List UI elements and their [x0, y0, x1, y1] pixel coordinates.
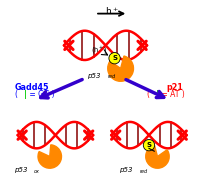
- Text: (h$^+$): (h$^+$): [91, 44, 108, 56]
- Wedge shape: [38, 145, 61, 168]
- Text: h$^+$: h$^+$: [105, 5, 119, 17]
- Text: S: S: [112, 55, 117, 61]
- Text: = AT ): = AT ): [159, 90, 185, 99]
- Text: p53: p53: [119, 167, 133, 174]
- Circle shape: [109, 53, 120, 64]
- Text: = GC ): = GC ): [27, 90, 55, 99]
- Text: |: |: [24, 90, 27, 99]
- Text: (: (: [147, 90, 153, 99]
- Text: |: |: [156, 90, 159, 99]
- Text: S: S: [146, 142, 151, 148]
- Text: p21: p21: [166, 83, 183, 92]
- Circle shape: [143, 139, 155, 151]
- Wedge shape: [146, 145, 169, 168]
- Text: red: red: [107, 74, 115, 79]
- Text: p53: p53: [87, 73, 101, 79]
- Text: red: red: [139, 169, 148, 174]
- Text: ox: ox: [34, 169, 39, 174]
- Text: p53: p53: [14, 167, 27, 174]
- Wedge shape: [108, 56, 134, 81]
- Text: Gadd45: Gadd45: [15, 83, 49, 92]
- Text: (: (: [15, 90, 20, 99]
